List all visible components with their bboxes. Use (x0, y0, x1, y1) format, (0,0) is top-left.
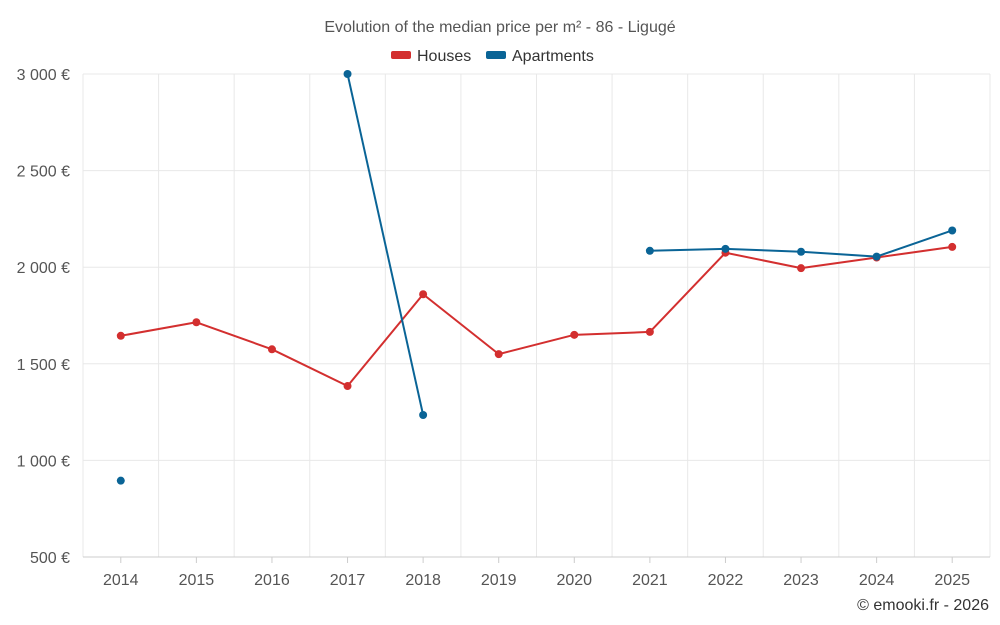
x-tick-label: 2018 (405, 572, 441, 589)
axes: 500 € 1 000 € 1 500 € 2 000 € 2 500 € 3 000 €… (17, 67, 990, 589)
x-tick-label: 2014 (103, 572, 139, 589)
data-point-apartments[interactable] (645, 246, 654, 255)
data-point-apartments[interactable] (872, 252, 881, 261)
legend-label-apartments[interactable]: Apartments (512, 48, 594, 65)
y-tick-label: 1 500 € (17, 357, 70, 374)
x-tick-label: 2024 (859, 572, 895, 589)
series-line-apartments (346, 73, 425, 416)
legend: Houses Apartments (391, 48, 594, 65)
legend-swatch-houses[interactable] (391, 51, 411, 59)
x-tick-label: 2025 (934, 572, 970, 589)
x-tick-label: 2019 (481, 572, 517, 589)
data-point-houses[interactable] (645, 327, 654, 336)
series-houses (116, 242, 957, 391)
x-tick-label: 2023 (783, 572, 819, 589)
series-line-houses (120, 245, 953, 388)
data-point-apartments[interactable] (797, 247, 806, 256)
y-tick-label: 500 € (30, 550, 70, 567)
x-tick-label: 2017 (330, 572, 366, 589)
data-point-houses[interactable] (494, 350, 503, 359)
series (116, 70, 957, 485)
chart-title: Evolution of the median price per m² - 8… (324, 19, 675, 36)
data-point-apartments[interactable] (116, 476, 125, 485)
y-tick-label: 2 000 € (17, 260, 70, 277)
x-tick-label: 2021 (632, 572, 668, 589)
data-point-houses[interactable] (192, 318, 201, 327)
data-point-apartments[interactable] (948, 226, 957, 235)
data-point-apartments[interactable] (721, 244, 730, 253)
x-tick-label: 2016 (254, 572, 290, 589)
data-point-houses[interactable] (116, 331, 125, 340)
data-point-apartments[interactable] (343, 70, 352, 78)
y-tick-label: 3 000 € (17, 67, 70, 84)
legend-swatch-apartments[interactable] (486, 51, 506, 59)
data-point-houses[interactable] (570, 330, 579, 339)
data-point-houses[interactable] (419, 290, 428, 299)
y-tick-label: 2 500 € (17, 164, 70, 181)
series-apartments (116, 70, 957, 485)
legend-label-houses[interactable]: Houses (417, 48, 471, 65)
data-point-houses[interactable] (797, 264, 806, 273)
x-tick-label: 2022 (708, 572, 744, 589)
data-point-houses[interactable] (267, 345, 276, 354)
y-tick-label: 1 000 € (17, 453, 70, 470)
grid (82, 73, 991, 557)
x-tick-label: 2020 (556, 572, 592, 589)
x-tick-label: 2015 (179, 572, 215, 589)
data-point-houses[interactable] (343, 382, 352, 391)
credit-text: © emooki.fr - 2026 (857, 597, 989, 614)
data-point-houses[interactable] (948, 242, 957, 251)
data-point-apartments[interactable] (419, 410, 428, 419)
